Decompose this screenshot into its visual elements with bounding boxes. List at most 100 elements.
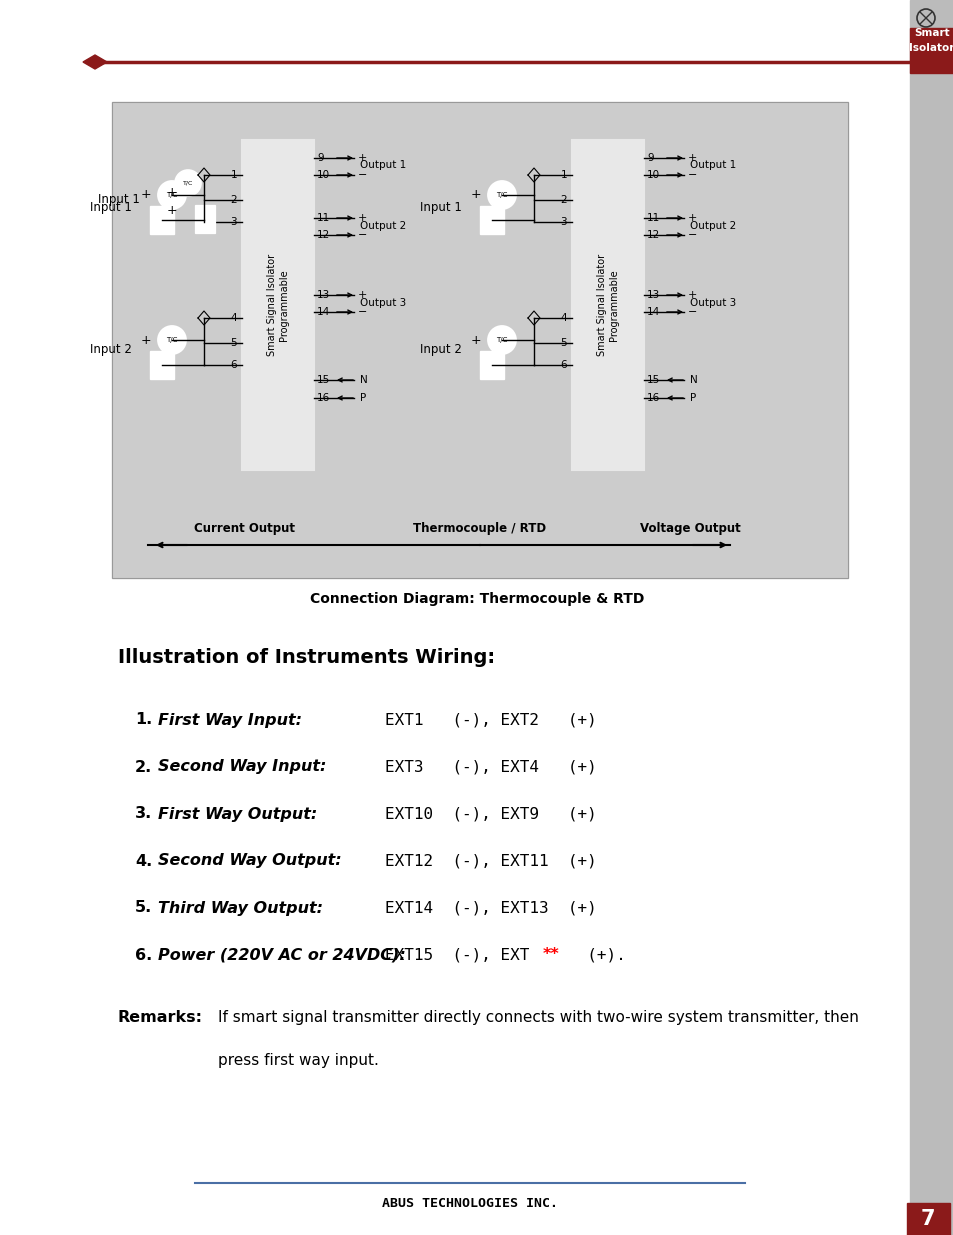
Text: **: ** (542, 947, 559, 962)
Bar (112, 103, 847, 578)
Text: Output 2: Output 2 (689, 221, 736, 231)
Text: 1.: 1. (135, 713, 152, 727)
Text: 10: 10 (646, 170, 659, 180)
Text: −: − (687, 308, 697, 317)
Text: 6: 6 (230, 359, 236, 370)
Text: First Way Input:: First Way Input: (158, 713, 302, 727)
Text: 14: 14 (646, 308, 659, 317)
Text: +: + (167, 185, 177, 199)
Text: P: P (359, 393, 366, 403)
Text: 11: 11 (316, 212, 330, 224)
Text: 12: 12 (646, 230, 659, 240)
Text: T/C: T/C (496, 337, 507, 343)
Text: +: + (357, 212, 367, 224)
Text: Voltage Output: Voltage Output (639, 522, 740, 535)
Bar (479, 351, 503, 379)
Text: T/C: T/C (496, 191, 507, 198)
Text: 3: 3 (230, 217, 236, 227)
Text: 2.: 2. (135, 760, 152, 774)
Text: +: + (470, 333, 481, 347)
Text: 15: 15 (646, 375, 659, 385)
Text: Third Way Output:: Third Way Output: (158, 900, 323, 915)
Text: 14: 14 (316, 308, 330, 317)
Text: 6.: 6. (135, 947, 152, 962)
Bar (194, 205, 214, 233)
Text: Current Output: Current Output (194, 522, 295, 535)
Text: EXT14  (-), EXT13  (+): EXT14 (-), EXT13 (+) (385, 900, 597, 915)
Text: 12: 12 (316, 230, 330, 240)
Text: 4.: 4. (135, 853, 152, 868)
Bar (572, 140, 643, 471)
Text: press first way input.: press first way input. (218, 1053, 378, 1068)
Bar (150, 351, 173, 379)
Text: Output 3: Output 3 (359, 298, 406, 308)
Text: −: − (357, 170, 367, 180)
Text: +: + (357, 290, 367, 300)
Text: Smart Signal Isolator
Programmable: Smart Signal Isolator Programmable (267, 254, 289, 356)
Circle shape (158, 182, 186, 209)
Text: +: + (687, 153, 697, 163)
Circle shape (158, 326, 186, 354)
Text: Second Way Input:: Second Way Input: (158, 760, 326, 774)
Text: 16: 16 (646, 393, 659, 403)
Text: Illustration of Instruments Wiring:: Illustration of Instruments Wiring: (118, 648, 495, 667)
Text: +: + (140, 189, 152, 201)
Polygon shape (83, 56, 107, 69)
Text: 15: 15 (316, 375, 330, 385)
Text: Output 1: Output 1 (359, 161, 406, 170)
Text: Power (220V AC or 24VDC):: Power (220V AC or 24VDC): (158, 947, 405, 962)
Text: Smart Signal Isolator
Programmable: Smart Signal Isolator Programmable (597, 254, 618, 356)
Text: 1: 1 (230, 170, 236, 180)
Text: EXT15  (-), EXT: EXT15 (-), EXT (385, 947, 538, 962)
Text: 11: 11 (646, 212, 659, 224)
Text: EXT12  (-), EXT11  (+): EXT12 (-), EXT11 (+) (385, 853, 597, 868)
Bar (909, 0, 953, 1235)
Text: 4: 4 (230, 312, 236, 324)
Text: 6: 6 (559, 359, 566, 370)
Circle shape (488, 326, 516, 354)
Text: Input 2: Input 2 (419, 343, 461, 357)
Text: Second Way Output:: Second Way Output: (158, 853, 341, 868)
Circle shape (174, 170, 201, 196)
Text: N: N (359, 375, 367, 385)
Text: 1: 1 (559, 170, 566, 180)
Text: Connection Diagram: Thermocouple & RTD: Connection Diagram: Thermocouple & RTD (310, 592, 643, 606)
Text: 5.: 5. (135, 900, 152, 915)
Text: N: N (689, 375, 697, 385)
Text: 9: 9 (646, 153, 653, 163)
Bar (112, 103, 847, 578)
Text: Isolator: Isolator (908, 43, 953, 53)
Text: 5: 5 (230, 338, 236, 348)
Text: EXT3   (-), EXT4   (+): EXT3 (-), EXT4 (+) (385, 760, 597, 774)
Text: Output 1: Output 1 (689, 161, 736, 170)
Text: EXT10  (-), EXT9   (+): EXT10 (-), EXT9 (+) (385, 806, 597, 821)
Text: Input 1: Input 1 (419, 200, 461, 214)
Text: Smart: Smart (913, 28, 949, 38)
Bar (479, 206, 503, 233)
Text: First Way Output:: First Way Output: (158, 806, 317, 821)
Text: +: + (357, 153, 367, 163)
Text: 3.: 3. (135, 806, 152, 821)
Text: −: − (357, 308, 367, 317)
Circle shape (916, 9, 934, 27)
Text: +: + (167, 204, 177, 216)
Text: +: + (470, 189, 481, 201)
Text: Output 2: Output 2 (359, 221, 406, 231)
Text: 7: 7 (920, 1209, 934, 1229)
Text: +: + (687, 212, 697, 224)
Text: T/C: T/C (183, 180, 193, 185)
Text: ABUS TECHNOLOGIES INC.: ABUS TECHNOLOGIES INC. (381, 1197, 558, 1210)
Text: Input 2: Input 2 (90, 343, 132, 357)
Text: 13: 13 (646, 290, 659, 300)
Text: −: − (687, 170, 697, 180)
Bar (242, 140, 314, 471)
Text: T/C: T/C (166, 337, 177, 343)
Text: EXT1   (-), EXT2   (+): EXT1 (-), EXT2 (+) (385, 713, 597, 727)
Text: 3: 3 (559, 217, 566, 227)
Text: 5: 5 (559, 338, 566, 348)
Circle shape (488, 182, 516, 209)
Text: −: − (687, 230, 697, 240)
Text: 4: 4 (559, 312, 566, 324)
Text: If smart signal transmitter directly connects with two-wire system transmitter, : If smart signal transmitter directly con… (218, 1010, 858, 1025)
Bar (906, 1203, 949, 1235)
